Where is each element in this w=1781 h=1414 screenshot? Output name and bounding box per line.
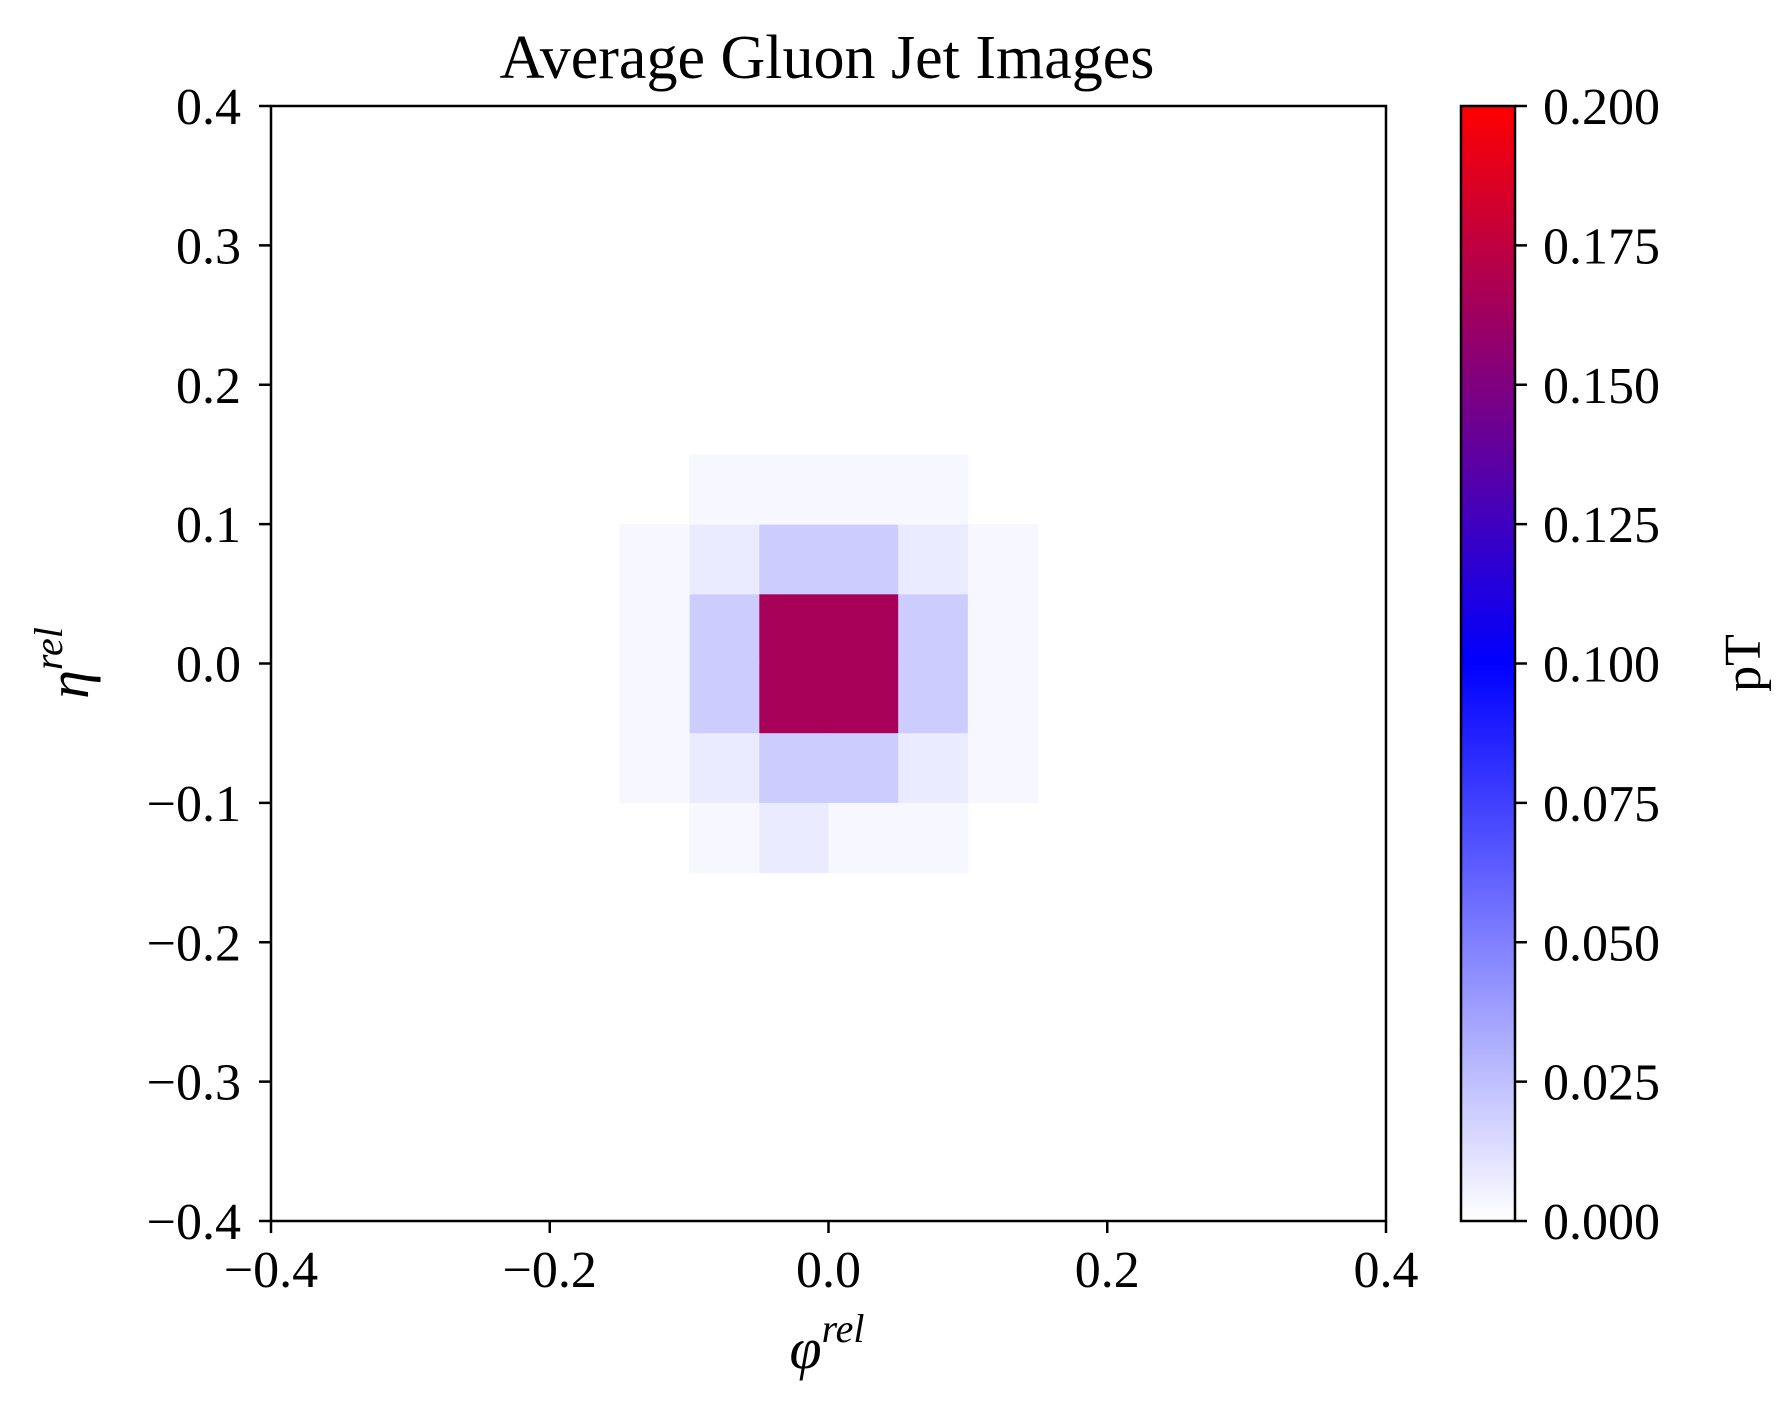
heatmap-cell — [689, 524, 760, 595]
heatmap-cell — [828, 733, 899, 804]
heatmap-cell — [689, 663, 760, 734]
heatmap-cell — [967, 593, 1039, 664]
x-axis-label-sup: rel — [822, 1306, 865, 1351]
x-tick-label: 0.2 — [1075, 1242, 1140, 1299]
heatmap-cell — [689, 733, 760, 804]
y-tick-label: −0.2 — [147, 915, 241, 972]
heatmap-cell — [619, 593, 690, 664]
y-axis-label-base: η — [36, 670, 101, 699]
colorbar-tick-label: 0.175 — [1543, 218, 1660, 275]
x-tick-label: −0.2 — [503, 1242, 597, 1299]
heatmap-cell — [689, 802, 760, 874]
heatmap-cell — [898, 524, 969, 595]
heatmap-cell — [967, 663, 1039, 734]
heatmap-cells — [619, 454, 1039, 874]
colorbar-tick-label: 0.025 — [1543, 1055, 1660, 1112]
heatmap-cell — [828, 524, 899, 595]
heatmap-cell — [758, 802, 829, 874]
colorbar-tick-label: 0.200 — [1543, 79, 1660, 136]
heatmap-cell — [898, 454, 969, 525]
heatmap-cell — [689, 593, 760, 664]
y-tick-label: −0.3 — [147, 1055, 241, 1112]
heatmap-cell — [828, 802, 899, 874]
heatmap-cell — [758, 663, 829, 734]
x-axis-ticks: −0.4 −0.2 0.0 0.2 0.4 — [224, 1221, 1419, 1299]
colorbar-tick-label: 0.100 — [1543, 637, 1660, 694]
x-axis-label-base: φ — [789, 1316, 821, 1381]
heatmap-cell — [898, 802, 969, 874]
heatmap-cell — [898, 733, 969, 804]
colorbar-tick-label: 0.000 — [1543, 1194, 1660, 1251]
heatmap-cell — [619, 663, 690, 734]
heatmap-cell — [758, 593, 829, 664]
x-axis-label: φrel — [789, 1306, 864, 1381]
colorbar-tick-label: 0.125 — [1543, 497, 1660, 554]
x-tick-label: 0.0 — [796, 1242, 861, 1299]
colorbar: 0.000 0.025 0.050 0.075 0.100 0.125 0.150 0.175… — [1459, 79, 1772, 1251]
heatmap-cell — [967, 733, 1039, 804]
heatmap-cell — [619, 733, 690, 804]
plot-area — [269, 104, 1388, 1223]
y-tick-label: −0.4 — [147, 1194, 241, 1251]
heatmap-cell — [758, 454, 829, 525]
heatmap-cell — [967, 524, 1039, 595]
heatmap-cell — [828, 593, 899, 664]
y-axis-label-sup: rel — [26, 627, 71, 670]
heatmap-cell — [758, 733, 829, 804]
colorbar-tick-label: 0.150 — [1543, 358, 1660, 415]
colorbar-label: pT — [1715, 634, 1772, 692]
y-tick-label: 0.1 — [176, 497, 241, 554]
y-tick-label: 0.4 — [176, 79, 241, 136]
colorbar-tick-label: 0.050 — [1543, 915, 1660, 972]
chart-title: Average Gluon Jet Images — [500, 24, 1155, 92]
x-tick-label: 0.4 — [1354, 1242, 1419, 1299]
y-tick-label: 0.3 — [176, 218, 241, 275]
colorbar-tick-label: 0.075 — [1543, 776, 1660, 833]
y-axis-ticks: −0.4 −0.3 −0.2 −0.1 0.0 0.1 0.2 0.3 0.4 — [147, 79, 271, 1251]
y-tick-label: 0.2 — [176, 358, 241, 415]
heatmap-cell — [619, 524, 690, 595]
heatmap-cell — [898, 663, 969, 734]
heatmap-cell — [828, 663, 899, 734]
heatmap-cell — [898, 593, 969, 664]
y-axis-label: ηrel — [26, 627, 101, 699]
heatmap-cell — [828, 454, 899, 525]
heatmap-cell — [758, 524, 829, 595]
y-tick-label: −0.1 — [147, 776, 241, 833]
colorbar-ticks: 0.000 0.025 0.050 0.075 0.100 0.125 0.150 0.175… — [1515, 79, 1660, 1251]
heatmap-cell — [689, 454, 760, 525]
y-tick-label: 0.0 — [176, 637, 241, 694]
x-tick-label: −0.4 — [224, 1242, 318, 1299]
colorbar-gradient — [1459, 104, 1517, 1223]
